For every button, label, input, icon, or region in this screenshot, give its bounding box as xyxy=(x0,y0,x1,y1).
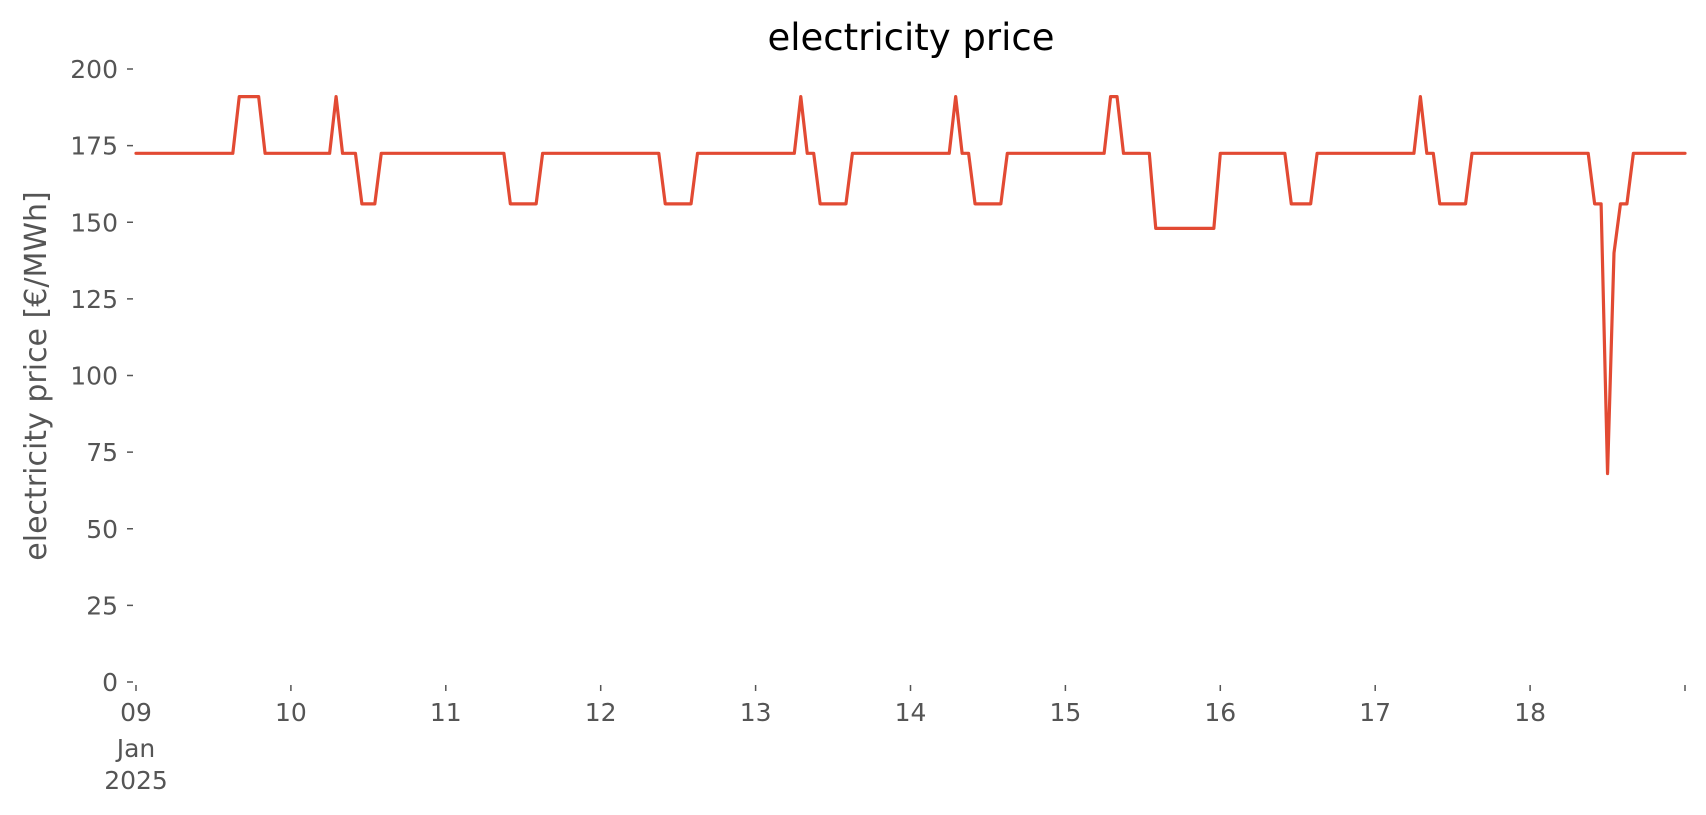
y-tick-label: 25 xyxy=(86,591,118,620)
x-axis: 09 Jan 2025 10 11 12 13 14 15 16 17 18 xyxy=(104,685,1686,795)
x-tick-label: 12 xyxy=(585,698,617,727)
y-tick-label: 200 xyxy=(70,55,118,84)
x-tick-label: 10 xyxy=(275,698,307,727)
y-tick-label: 125 xyxy=(70,285,118,314)
y-tick-label: 100 xyxy=(70,362,118,391)
chart-title: electricity price xyxy=(767,16,1054,59)
y-tick-label: 50 xyxy=(86,515,118,544)
x-tick-label: 09 xyxy=(120,698,152,727)
x-tick-label: 16 xyxy=(1204,698,1236,727)
y-axis-label: electricity price [€/MWh] xyxy=(19,191,54,560)
x-tick-label: 18 xyxy=(1514,698,1546,727)
x-tick-sublabel: Jan xyxy=(115,734,156,763)
price-series-line xyxy=(134,94,1687,476)
series-layer xyxy=(134,94,1687,476)
x-tick-label: 17 xyxy=(1359,698,1391,727)
y-tick-label: 0 xyxy=(102,668,118,697)
x-tick-label: 13 xyxy=(740,698,772,727)
x-tick-label: 11 xyxy=(430,698,462,727)
x-tick-sublabel: 2025 xyxy=(104,766,168,795)
y-tick-label: 175 xyxy=(70,132,118,161)
x-tick-label: 15 xyxy=(1049,698,1081,727)
y-axis: 0 25 50 75 100 125 150 175 200 xyxy=(70,55,133,697)
y-tick-label: 150 xyxy=(70,208,118,237)
y-tick-label: 75 xyxy=(86,438,118,467)
x-tick-label: 14 xyxy=(895,698,927,727)
